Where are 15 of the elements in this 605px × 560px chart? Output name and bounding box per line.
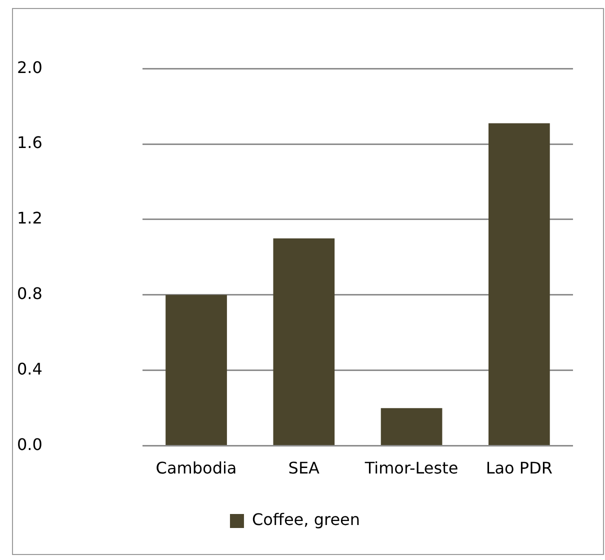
y-tick-label: 0.4	[17, 360, 42, 379]
legend-label: Coffee, green	[252, 510, 360, 530]
x-tick-label: Lao PDR	[486, 458, 553, 478]
bar	[166, 294, 227, 446]
y-tick-label: 2.0	[17, 58, 42, 77]
x-tick-label: Cambodia	[156, 458, 237, 478]
x-tick-label: SEA	[288, 458, 320, 478]
x-tick-label: Timor-Leste	[364, 458, 458, 478]
y-tick-label: 1.2	[17, 208, 42, 228]
bar	[380, 408, 442, 446]
y-tick-label: 0.0	[17, 434, 42, 454]
bar	[273, 238, 335, 446]
y-tick-label: 0.8	[17, 284, 42, 304]
bar	[488, 123, 550, 446]
y-tick-label: 1.6	[17, 133, 42, 152]
